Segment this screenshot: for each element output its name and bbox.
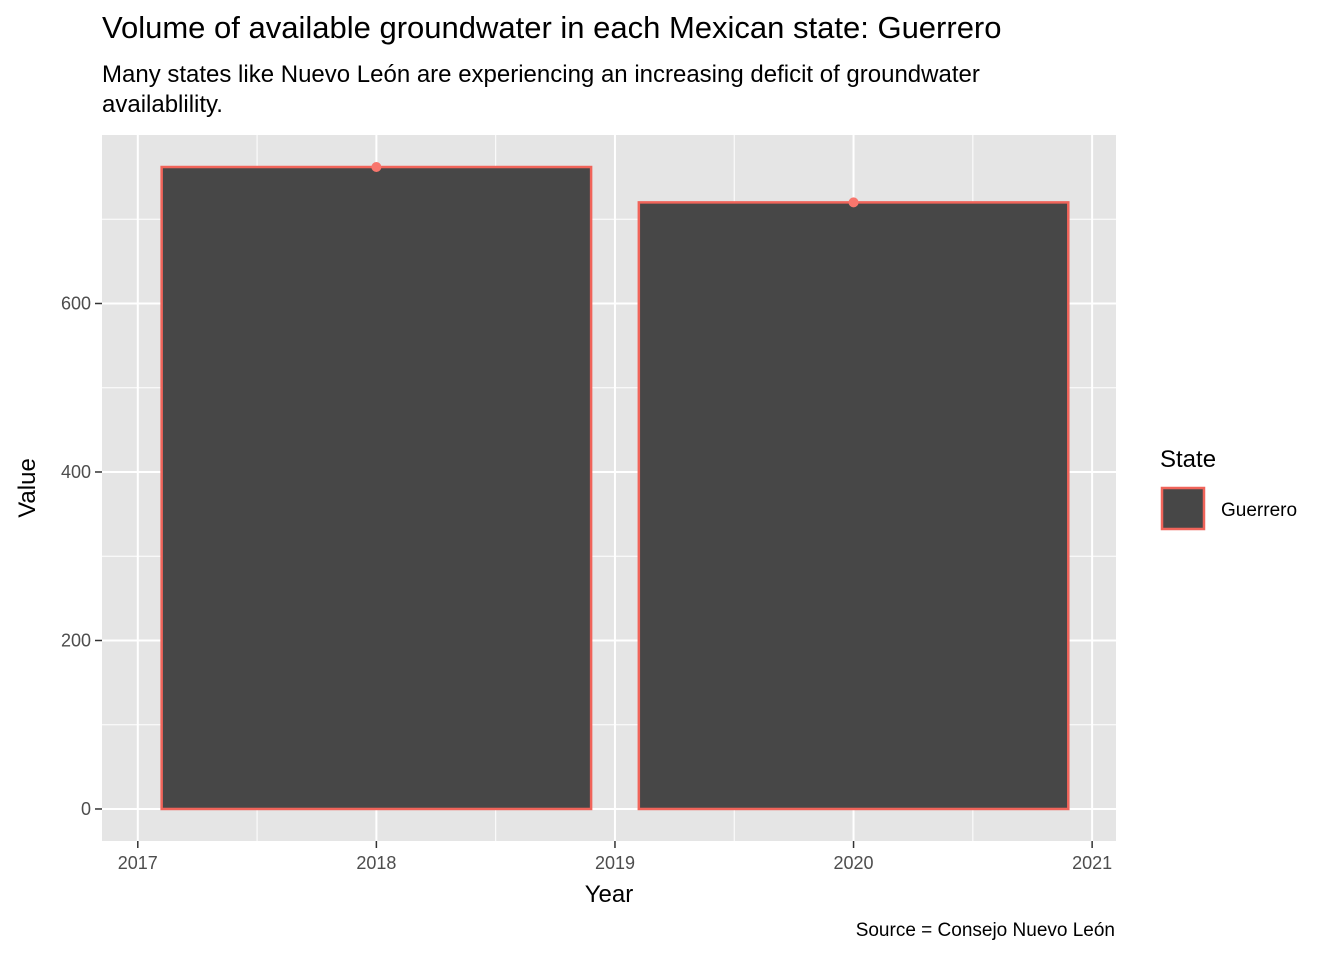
legend: State Guerrero bbox=[1160, 446, 1297, 531]
legend-title: State bbox=[1160, 446, 1216, 473]
point-2018 bbox=[371, 162, 382, 173]
point-2020 bbox=[848, 197, 859, 208]
x-tick-label: 2017 bbox=[118, 853, 158, 873]
y-tick-label: 200 bbox=[61, 630, 91, 650]
legend-key-guerrero bbox=[1160, 486, 1206, 531]
y-axis-title: Value bbox=[14, 458, 41, 518]
y-tick-label: 0 bbox=[81, 799, 91, 819]
x-tick-label: 2021 bbox=[1072, 853, 1112, 873]
chart-subtitle: Many states like Nuevo León are experien… bbox=[102, 61, 980, 118]
bar-2018 bbox=[160, 165, 593, 811]
x-axis-title: Year bbox=[585, 881, 634, 908]
x-tick-label: 2019 bbox=[595, 853, 635, 873]
bar-2020 bbox=[637, 201, 1070, 811]
x-tick-label: 2020 bbox=[834, 853, 874, 873]
x-tick-label: 2018 bbox=[356, 853, 396, 873]
y-axis: 0 200 400 600 bbox=[61, 293, 102, 819]
legend-label-guerrero: Guerrero bbox=[1221, 500, 1297, 521]
chart-caption: Source = Consejo Nuevo León bbox=[855, 920, 1115, 941]
bars bbox=[160, 165, 1070, 811]
chart-title: Volume of available groundwater in each … bbox=[102, 10, 1002, 45]
y-tick-label: 600 bbox=[61, 293, 91, 313]
points bbox=[371, 162, 859, 208]
y-tick-label: 400 bbox=[61, 462, 91, 482]
x-axis: 2017 2018 2019 2020 2021 bbox=[118, 841, 1112, 873]
